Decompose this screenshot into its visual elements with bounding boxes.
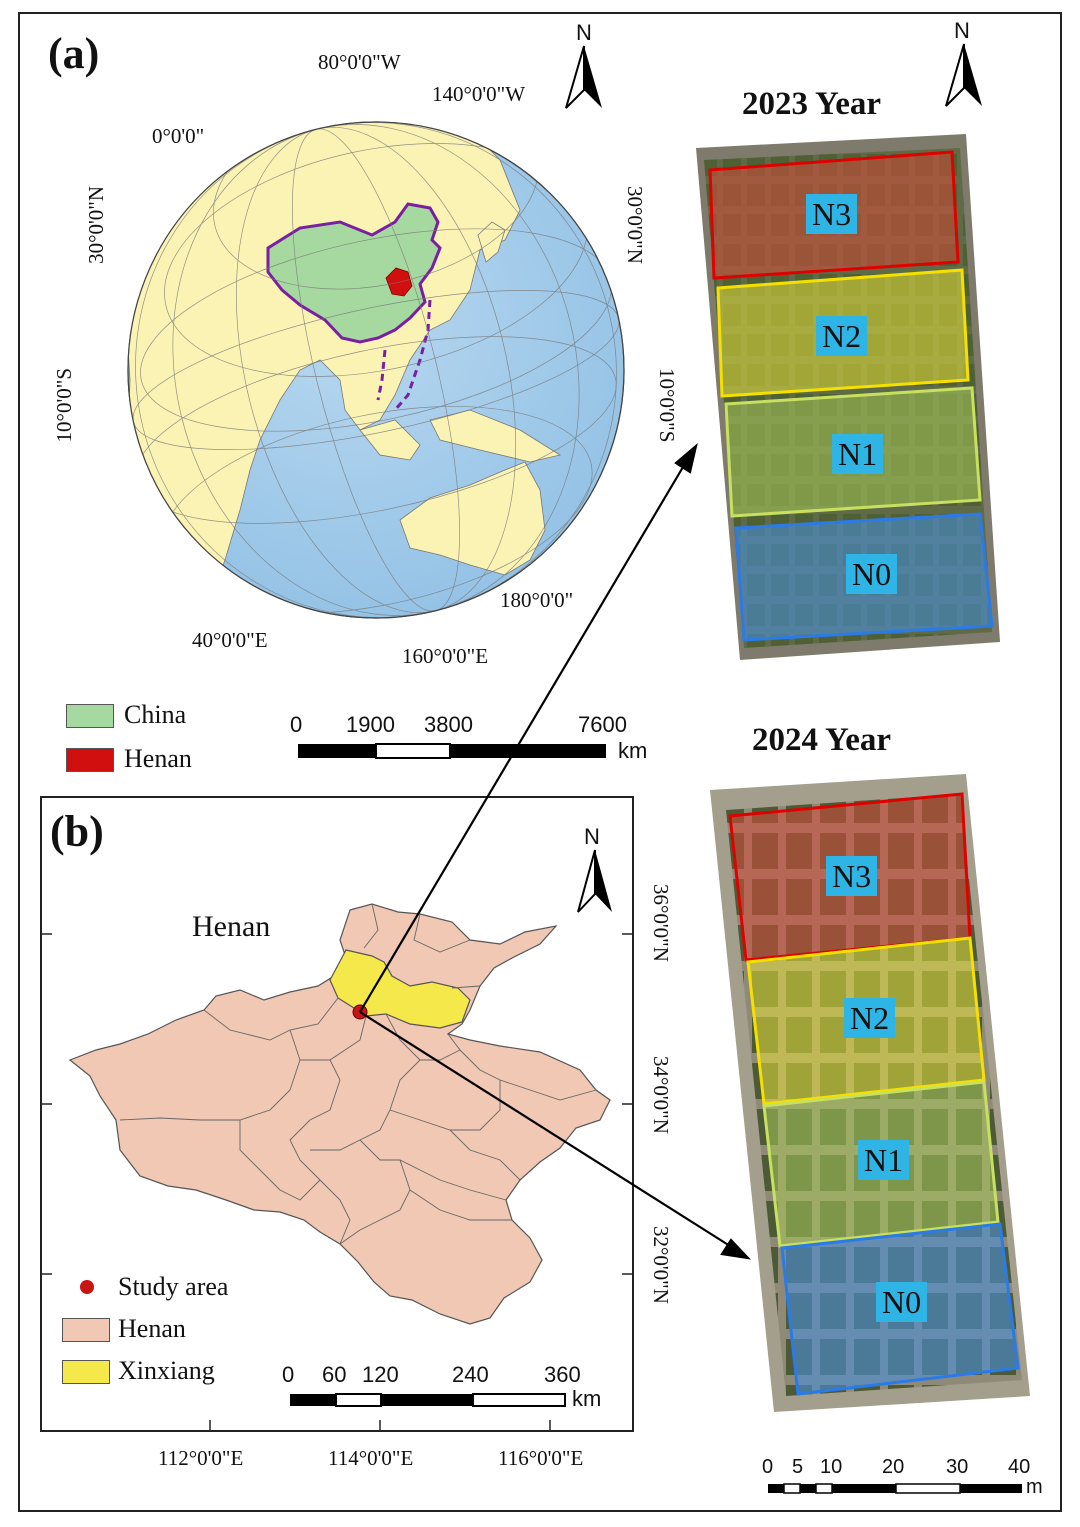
- coord-lon-80w: 80°0'0"W: [318, 50, 401, 74]
- figure-frame: [18, 12, 1062, 1512]
- plot-2023-n1-label: N1: [832, 434, 884, 474]
- legend-swatch-china: [66, 704, 114, 728]
- plot-2024-n3-label: N3: [826, 856, 878, 896]
- scale-b-tick-4: 360: [544, 1362, 581, 1387]
- scale-b-tick-3: 240: [452, 1362, 489, 1387]
- year-2024-title: 2024 Year: [752, 722, 891, 758]
- lon-label-116e: 116°0'0"E: [498, 1446, 584, 1470]
- scale-b-tick-0: 0: [282, 1362, 295, 1387]
- legend-label-henan: Henan: [124, 744, 192, 773]
- lat-label-34n: 34°0'0"N: [649, 1056, 673, 1134]
- panel-b-label: (b): [50, 807, 104, 856]
- scale-a-tick-3: 7600: [578, 712, 627, 737]
- coord-lon-180: 180°0'0": [500, 588, 574, 612]
- henan-map-title: Henan: [192, 910, 271, 943]
- panel-b-frame: [40, 796, 634, 1432]
- panel-a-label: (a): [48, 29, 100, 78]
- scale-b-unit: km: [572, 1386, 602, 1411]
- north-arrow-icon: [945, 43, 982, 107]
- coord-lon-140w: 140°0'0"W: [432, 82, 526, 106]
- china-dashed-line: [376, 299, 432, 411]
- legend-label-henan-b: Henan: [118, 1314, 186, 1343]
- plot-2023-n0-label: N0: [846, 554, 898, 594]
- australia-land: [399, 461, 546, 576]
- coord-lon-160e: 160°0'0"E: [402, 644, 489, 668]
- coord-lon-0: 0°0'0": [152, 124, 205, 148]
- henan-province: [68, 903, 611, 1325]
- north-arrow-icon: [565, 45, 602, 109]
- plot-2024-n1-label: N1: [858, 1140, 910, 1180]
- legend-swatch-henan-b: [62, 1318, 110, 1342]
- scale-b-tick-2: 120: [362, 1362, 399, 1387]
- scale-c-tick-1: 5: [792, 1456, 804, 1478]
- scale-a-unit: km: [618, 738, 648, 763]
- lon-label-112e: 112°0'0"E: [158, 1446, 244, 1470]
- scale-c-tick-3: 20: [882, 1456, 905, 1478]
- north-arrow-icon: [577, 849, 612, 913]
- scale-a-tick-0: 0: [290, 712, 303, 737]
- se-asia-islands: [359, 409, 562, 463]
- scale-bar-a: [298, 743, 606, 759]
- coord-lon-40e: 40°0'0"E: [192, 628, 268, 652]
- scale-a-tick-1: 1900: [346, 712, 395, 737]
- north-label-a: N: [576, 20, 592, 45]
- north-label-2023: N: [954, 18, 970, 43]
- scale-c-tick-5: 40: [1008, 1456, 1031, 1478]
- legend-swatch-xinxiang: [62, 1360, 110, 1384]
- scale-a-tick-2: 3800: [424, 712, 473, 737]
- year-2023-title: 2023 Year: [742, 86, 881, 122]
- scale-c-tick-4: 30: [946, 1456, 969, 1478]
- lat-label-32n: 32°0'0"N: [649, 1226, 673, 1304]
- scale-bar-c: [768, 1483, 1022, 1494]
- legend-label-china: China: [124, 700, 187, 729]
- lon-label-114e: 114°0'0"E: [328, 1446, 414, 1470]
- legend-swatch-henan: [66, 748, 114, 772]
- lat-label-36n: 36°0'0"N: [649, 884, 673, 962]
- plot-2023-n2-label: N2: [816, 316, 868, 356]
- globe-map: [127, 121, 625, 619]
- scale-c-tick-0: 0: [762, 1456, 774, 1478]
- scale-b-tick-1: 60: [322, 1362, 347, 1387]
- plot-2023-n3-label: N3: [806, 194, 858, 234]
- coord-lat-30n-right: 30°0'0"N: [623, 186, 647, 264]
- scale-c-tick-2: 10: [820, 1456, 843, 1478]
- legend-label-study-area: Study area: [118, 1272, 229, 1301]
- plot-2024-n2-label: N2: [844, 998, 896, 1038]
- north-label-b: N: [584, 824, 600, 849]
- scale-bar-b: [290, 1393, 566, 1407]
- legend-label-xinxiang: Xinxiang: [118, 1356, 215, 1385]
- scale-c-unit: m: [1026, 1476, 1043, 1498]
- coord-lat-10s-right: 10°0'0"S: [655, 368, 679, 443]
- legend-study-area-marker: [80, 1280, 94, 1294]
- plot-2024-n0-label: N0: [876, 1282, 928, 1322]
